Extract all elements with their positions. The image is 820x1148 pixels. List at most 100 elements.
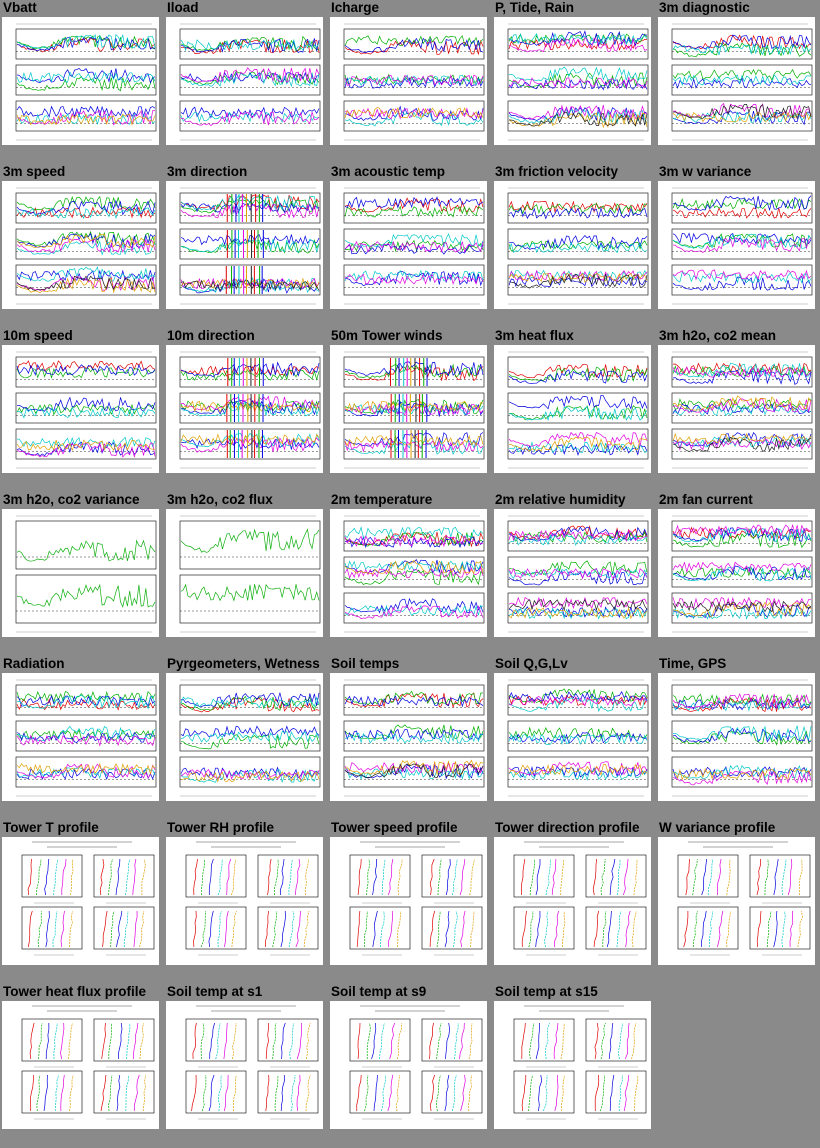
plot-panel	[343, 192, 485, 224]
plot-title[interactable]: Soil temp at s9	[331, 984, 427, 999]
plot-title[interactable]: 2m fan current	[659, 492, 753, 507]
plot-title[interactable]: Pyrgeometers, Wetness	[167, 656, 320, 671]
plot-title[interactable]: 2m temperature	[331, 492, 433, 507]
plot-panel	[507, 684, 649, 716]
plot-panel	[507, 100, 649, 132]
profile-panel	[749, 906, 811, 956]
plot-title[interactable]: Icharge	[331, 0, 380, 15]
plot-title[interactable]: Iload	[167, 0, 199, 15]
plot-thumbnail[interactable]	[330, 1001, 487, 1129]
plot-thumbnail[interactable]	[2, 837, 159, 965]
plot-thumbnail[interactable]	[166, 17, 323, 145]
plot-thumbnail[interactable]	[658, 345, 815, 473]
plot-thumbnail[interactable]	[658, 509, 815, 637]
plot-title[interactable]: Tower heat flux profile	[3, 984, 147, 999]
plot-panel	[343, 428, 485, 460]
plot-thumbnail[interactable]	[658, 837, 815, 965]
plot-title[interactable]: Soil temps	[331, 656, 400, 671]
plot-panel	[507, 228, 649, 260]
plot-thumbnail[interactable]	[658, 673, 815, 801]
profile-panel	[421, 1070, 483, 1120]
plot-panel	[671, 228, 813, 260]
plot-thumbnail[interactable]	[166, 509, 323, 637]
plot-title[interactable]: 10m speed	[3, 328, 73, 343]
plot-panel	[671, 356, 813, 388]
plot-title[interactable]: 10m direction	[167, 328, 255, 343]
plot-thumbnail[interactable]	[330, 673, 487, 801]
plot-panel	[15, 356, 157, 388]
plot-panel	[343, 64, 485, 96]
plot-thumbnail-image	[343, 351, 485, 469]
plot-thumbnail[interactable]	[166, 1001, 323, 1129]
plot-title[interactable]: 50m Tower winds	[331, 328, 443, 343]
plot-title[interactable]: 3m h2o, co2 mean	[659, 328, 777, 343]
plot-thumbnail[interactable]	[494, 17, 651, 145]
plot-title[interactable]: 3m h2o, co2 flux	[167, 492, 273, 507]
plot-thumbnail[interactable]	[2, 345, 159, 473]
plot-thumbnail[interactable]	[658, 181, 815, 309]
plot-title[interactable]: 3m friction velocity	[495, 164, 619, 179]
plot-thumbnail[interactable]	[2, 673, 159, 801]
plot-title[interactable]: Tower RH profile	[167, 820, 275, 835]
plot-title[interactable]: Tower T profile	[3, 820, 99, 835]
plot-panel	[671, 556, 813, 588]
profile-panel	[93, 854, 155, 904]
profile-panel	[185, 1070, 247, 1120]
plot-thumbnail-image	[15, 187, 157, 305]
plot-thumbnail[interactable]	[330, 181, 487, 309]
plot-title[interactable]: Tower speed profile	[331, 820, 458, 835]
plot-thumbnail[interactable]	[494, 1001, 651, 1129]
plot-thumbnail-image	[671, 351, 813, 469]
plot-title[interactable]: Soil temp at s15	[495, 984, 598, 999]
plot-thumbnail[interactable]	[330, 345, 487, 473]
plot-title[interactable]: Tower direction profile	[495, 820, 640, 835]
plot-thumbnail[interactable]	[658, 17, 815, 145]
plot-thumbnail[interactable]	[330, 509, 487, 637]
plot-title[interactable]: 3m h2o, co2 variance	[3, 492, 140, 507]
plot-thumbnail[interactable]	[494, 181, 651, 309]
plot-panel	[343, 684, 485, 716]
plot-thumbnail[interactable]	[166, 837, 323, 965]
plot-thumbnail[interactable]	[2, 509, 159, 637]
plot-title[interactable]: 3m acoustic temp	[331, 164, 446, 179]
plot-title[interactable]: 3m speed	[3, 164, 66, 179]
profile-panel	[677, 854, 739, 904]
plot-thumbnail[interactable]	[494, 673, 651, 801]
plot-thumbnail[interactable]	[494, 345, 651, 473]
plot-thumbnail[interactable]	[330, 837, 487, 965]
plot-cell: Iload	[164, 0, 324, 148]
plot-title[interactable]: Soil Q,G,Lv	[495, 656, 568, 671]
plot-cell: 3m speed	[0, 164, 160, 312]
plot-thumbnail[interactable]	[330, 17, 487, 145]
plot-thumbnail[interactable]	[2, 1001, 159, 1129]
plot-panel	[671, 100, 813, 132]
plot-panel	[179, 100, 321, 132]
plot-title[interactable]: 3m w variance	[659, 164, 752, 179]
plot-panel	[507, 428, 649, 460]
plot-title[interactable]: 3m direction	[167, 164, 248, 179]
plot-thumbnail[interactable]	[2, 17, 159, 145]
plot-thumbnail[interactable]	[2, 181, 159, 309]
plot-cell: 3m w variance	[656, 164, 816, 312]
plot-panel	[507, 556, 649, 588]
plot-cell: Tower T profile	[0, 820, 160, 968]
plot-thumbnail-image	[513, 1005, 647, 1120]
plot-thumbnail[interactable]	[166, 673, 323, 801]
plot-title[interactable]: 3m heat flux	[495, 328, 574, 343]
plot-title[interactable]: Radiation	[3, 656, 65, 671]
plot-title[interactable]: 3m diagnostic	[659, 0, 750, 15]
plot-cell: Soil temp at s9	[328, 984, 488, 1132]
plot-thumbnail[interactable]	[166, 345, 323, 473]
plot-panel	[671, 428, 813, 460]
plot-title[interactable]: Time, GPS	[659, 656, 727, 671]
plot-title[interactable]: Soil temp at s1	[167, 984, 263, 999]
plot-title[interactable]: Vbatt	[3, 0, 37, 15]
plot-cell: Soil temps	[328, 656, 488, 804]
plot-thumbnail[interactable]	[494, 837, 651, 965]
profile-panel	[585, 1070, 647, 1120]
plot-title[interactable]: W variance profile	[659, 820, 776, 835]
plot-thumbnail[interactable]	[166, 181, 323, 309]
plot-title[interactable]: 2m relative humidity	[495, 492, 626, 507]
plot-title[interactable]: P, Tide, Rain	[495, 0, 575, 15]
plot-thumbnail[interactable]	[494, 509, 651, 637]
